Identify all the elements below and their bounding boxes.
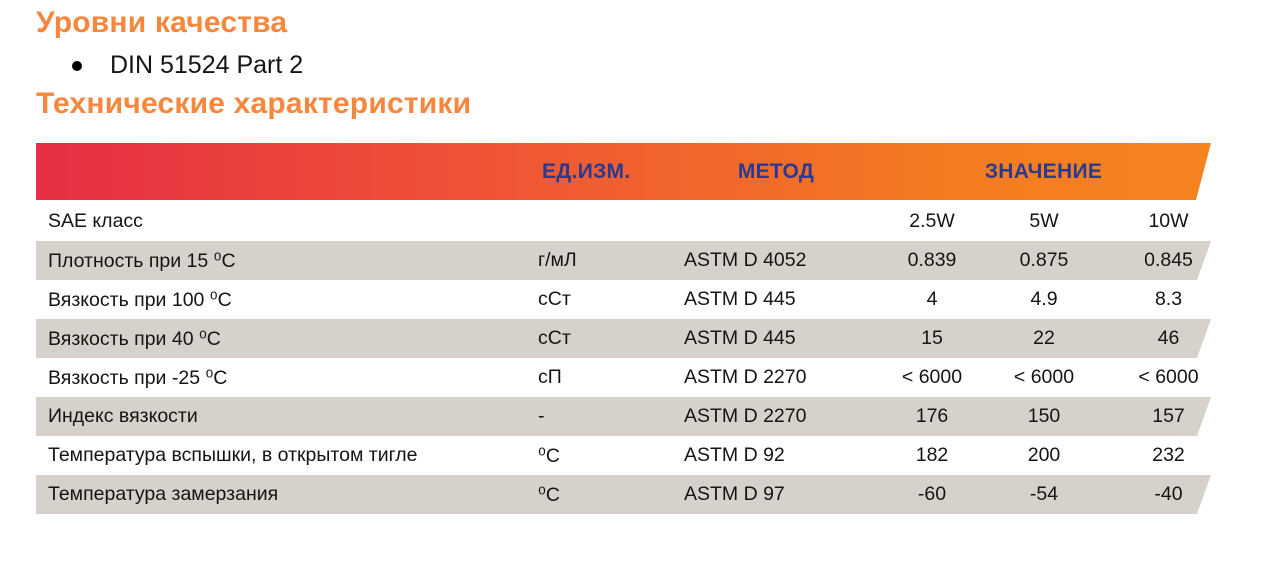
row-parameter: Вязкость при 40 ⁰C bbox=[48, 327, 221, 350]
header-value: ЗНАЧЕНИЕ bbox=[984, 159, 1103, 183]
row-unit: ⁰C bbox=[538, 444, 560, 467]
row-unit: - bbox=[538, 405, 545, 427]
row-value-5w: < 6000 bbox=[1013, 366, 1075, 388]
header-unit: ЕД.ИЗМ. bbox=[542, 159, 631, 183]
row-method: ASTM D 92 bbox=[684, 444, 785, 466]
row-method: ASTM D 445 bbox=[684, 288, 796, 310]
row-value-2-5w: 0.839 bbox=[907, 249, 957, 271]
row-method: ASTM D 2270 bbox=[684, 405, 807, 427]
row-value-5w: 0.875 bbox=[1019, 249, 1069, 271]
row-value-5w: 150 bbox=[1027, 405, 1061, 427]
row-method: ASTM D 4052 bbox=[684, 249, 807, 271]
table-row: Вязкость при -25 ⁰C сП ASTM D 2270 < 600… bbox=[36, 358, 1211, 397]
table-row: SAE класс 2.5W 5W 10W bbox=[36, 202, 1211, 241]
table-row: Вязкость при 40 ⁰C сСт ASTM D 445 15 22 … bbox=[36, 319, 1211, 358]
row-value-10w: 10W bbox=[1148, 210, 1189, 232]
quality-item-label: DIN 51524 Part 2 bbox=[110, 51, 304, 79]
row-value-5w: 4.9 bbox=[1030, 288, 1058, 310]
quality-levels-heading: Уровни качества bbox=[36, 6, 288, 39]
table-row: Плотность при 15 ⁰C г/мЛ ASTM D 4052 0.8… bbox=[36, 241, 1211, 280]
row-method: ASTM D 445 bbox=[684, 327, 796, 349]
row-value-5w: 22 bbox=[1033, 327, 1055, 349]
row-value-10w: < 6000 bbox=[1138, 366, 1199, 388]
bullet-icon bbox=[72, 60, 82, 71]
table-row: Вязкость при 100 ⁰C сСт ASTM D 445 4 4.9… bbox=[36, 280, 1211, 319]
table-row: Индекс вязкости - ASTM D 2270 176 150 15… bbox=[36, 397, 1211, 436]
header-method: МЕТОД bbox=[737, 159, 815, 183]
row-unit: сП bbox=[538, 366, 562, 388]
quality-list-item: DIN 51524 Part 2 bbox=[72, 51, 303, 80]
row-parameter: Плотность при 15 ⁰C bbox=[48, 249, 236, 272]
row-parameter: Индекс вязкости bbox=[48, 405, 198, 427]
row-value-2-5w: < 6000 bbox=[901, 366, 963, 388]
table-row: Температура замерзания ⁰C ASTM D 97 -60 … bbox=[36, 475, 1211, 514]
specifications-table: ЕД.ИЗМ. МЕТОД ЗНАЧЕНИЕ SAE класс 2.5W 5W… bbox=[36, 143, 1211, 514]
row-method: ASTM D 2270 bbox=[684, 366, 807, 388]
row-value-10w: 8.3 bbox=[1154, 288, 1183, 310]
specifications-heading: Технические характеристики bbox=[36, 87, 472, 120]
row-unit: ⁰C bbox=[538, 483, 560, 506]
row-parameter: Температура замерзания bbox=[48, 483, 279, 505]
row-unit: сСт bbox=[538, 288, 571, 310]
row-value-10w: 232 bbox=[1152, 444, 1185, 466]
row-value-10w: 46 bbox=[1157, 327, 1180, 349]
row-value-5w: 200 bbox=[1027, 444, 1061, 466]
table-row: Температура вспышки, в открытом тигле ⁰C… bbox=[36, 436, 1211, 475]
row-value-5w: 5W bbox=[1029, 210, 1059, 232]
row-value-2-5w: 176 bbox=[915, 405, 949, 427]
row-parameter: Вязкость при -25 ⁰C bbox=[48, 366, 228, 389]
row-method: ASTM D 97 bbox=[684, 483, 785, 505]
row-value-2-5w: 2.5W bbox=[909, 210, 955, 232]
row-unit: г/мЛ bbox=[538, 249, 577, 271]
row-parameter: Температура вспышки, в открытом тигле bbox=[48, 444, 418, 466]
row-value-2-5w: -60 bbox=[917, 483, 947, 505]
row-value-10w: 0.845 bbox=[1144, 249, 1193, 271]
row-value-5w: -54 bbox=[1029, 483, 1059, 505]
row-value-2-5w: 15 bbox=[921, 327, 943, 349]
row-value-2-5w: 4 bbox=[926, 288, 938, 310]
row-parameter: Вязкость при 100 ⁰C bbox=[48, 288, 232, 311]
row-unit: сСт bbox=[538, 327, 571, 349]
row-value-2-5w: 182 bbox=[915, 444, 949, 466]
row-value-10w: -40 bbox=[1154, 483, 1183, 505]
table-header: ЕД.ИЗМ. МЕТОД ЗНАЧЕНИЕ bbox=[36, 143, 1211, 200]
row-parameter: SAE класс bbox=[48, 210, 143, 232]
row-value-10w: 157 bbox=[1152, 405, 1185, 427]
